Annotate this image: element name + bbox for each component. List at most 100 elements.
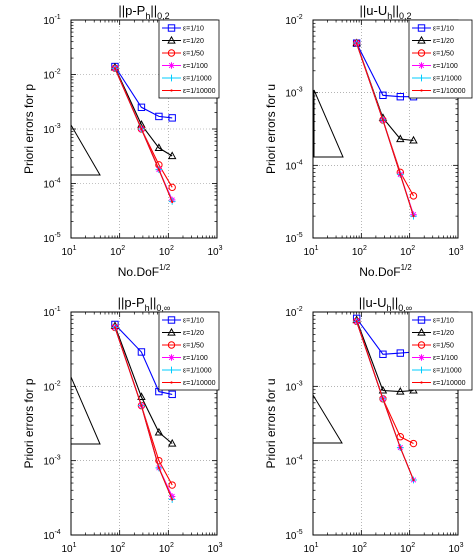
x-tick-label: 103 (207, 542, 222, 555)
data-point (412, 215, 415, 218)
y-tick-base: 10 (43, 234, 55, 245)
legend-marker (167, 316, 176, 324)
title-subscript: 0,∞ (156, 303, 170, 313)
legend-marker (167, 341, 176, 349)
legend-label: ε=1/10 (433, 318, 454, 325)
y-tick-label: 10-4 (285, 159, 302, 172)
chart-title: ||u-Uh||0,∞ (359, 295, 412, 313)
y-tick-label: 10-2 (43, 380, 60, 393)
data-point (396, 433, 404, 441)
y-tick-label: 10-5 (285, 232, 302, 245)
legend-label: ε=1/10 (183, 318, 204, 325)
legend-label: ε=1/1000 (433, 368, 462, 375)
legend-box (158, 311, 220, 391)
data-point (412, 478, 415, 482)
legend-label: ε=1/10000 (433, 380, 466, 387)
y-tick-base: 10 (285, 161, 297, 172)
legend-entry: ε=1/1000 (412, 74, 462, 83)
y-tick-exponent: -5 (296, 529, 302, 536)
x-tick-base: 10 (207, 247, 219, 258)
legend-label: ε=1/100 (433, 63, 458, 70)
y-tick-label: 10-3 (43, 455, 60, 468)
data-point (154, 143, 164, 151)
x-axis-label: No.DoF1/2 (359, 263, 412, 279)
y-tick-label: 10-3 (285, 87, 302, 100)
legend-box (408, 19, 473, 99)
axes-frame (312, 19, 459, 239)
series-line (114, 67, 173, 157)
legend: ε=1/10 ε=1/20 ε=1/50 ε=1/100 ε=1/1000 ε=1/100… (408, 19, 473, 99)
series-6 (113, 67, 174, 203)
data-point (140, 127, 143, 131)
chart-panel-u-linf: 101 102 102 10310-510-410-310-2ε=1/10ε=1/20… (264, 295, 473, 555)
data-point (157, 168, 161, 171)
legend-label: ε=1/10000 (183, 88, 216, 95)
legend-marker (418, 366, 425, 374)
y-tick-exponent: -4 (296, 159, 302, 166)
legend-entry: ε=1/50 (162, 341, 204, 350)
y-tick-exponent: -4 (296, 455, 302, 462)
x-tick-base: 10 (207, 544, 219, 555)
data-point (171, 200, 174, 203)
data-point (396, 349, 404, 357)
x-label-superscript: 1/2 (159, 263, 171, 272)
y-tick-exponent: -3 (296, 87, 302, 94)
legend-entry: ε=1/20 (412, 35, 454, 45)
series-6 (355, 42, 415, 218)
legend-label: ε=1/50 (433, 51, 454, 58)
legend-marker (417, 24, 426, 32)
axes-frame (70, 311, 218, 536)
y-tick-exponent: -2 (54, 69, 60, 76)
x-label-main: No.DoF (359, 265, 400, 279)
y-tick-base: 10 (285, 308, 297, 319)
legend: ε=1/10 ε=1/20 ε=1/50 ε=1/100 ε=1/1000 ε=1/100… (158, 311, 220, 391)
title-subscript: h (387, 11, 392, 21)
series-line (114, 66, 173, 119)
legend-label: ε=1/20 (183, 38, 204, 45)
legend-label: ε=1/10 (433, 26, 454, 33)
data-point (167, 151, 177, 160)
data-point (157, 466, 161, 469)
x-tick-label: 102 (159, 542, 174, 555)
data-point (355, 42, 358, 45)
slope-triangle (313, 89, 344, 158)
y-tick-base: 10 (285, 457, 297, 468)
data-point (381, 397, 385, 400)
legend-entry: ε=1/1000 (162, 74, 212, 83)
series-1 (111, 320, 176, 399)
legend-marker (167, 49, 176, 57)
y-tick-label: 10-2 (43, 69, 60, 82)
y-tick-exponent: -5 (54, 232, 60, 239)
title-subscript: h (145, 303, 150, 313)
title-main: ||u-U (359, 295, 387, 310)
legend-entry: ε=1/10 (412, 24, 454, 33)
x-tick-label: 102 (352, 245, 367, 258)
title-main: ||u-U (360, 3, 388, 18)
legend-marker (417, 35, 426, 44)
y-axis-label: Priori errors for u (264, 84, 278, 174)
chart-panel-p-l2: 101 102 102 10310-510-410-310-210-1ε=1/10ε=… (22, 3, 223, 279)
data-point (409, 192, 418, 200)
data-point (137, 348, 146, 356)
x-tick-exponent: 1 (315, 245, 319, 252)
data-point (137, 392, 146, 401)
x-axis-label: No.DoF1/2 (118, 263, 171, 279)
x-tick-exponent: 2 (121, 245, 125, 252)
x-tick-exponent: 1 (73, 542, 77, 549)
x-tick-label: 101 (61, 245, 76, 258)
x-label-main: No.DoF (118, 265, 159, 279)
y-tick-label: 10-4 (285, 455, 302, 468)
legend-marker (417, 341, 426, 349)
data-point (154, 427, 164, 436)
legend-label: ε=1/50 (183, 51, 204, 58)
x-tick-exponent: 3 (219, 542, 223, 549)
legend-marker (418, 62, 425, 69)
legend-label: ε=1/1000 (183, 76, 212, 83)
legend: ε=1/10 ε=1/20 ε=1/50 ε=1/100 ε=1/1000 ε=1/100… (158, 19, 220, 99)
y-tick-base: 10 (285, 16, 297, 27)
legend-entry: ε=1/100 (162, 62, 208, 70)
legend-entry: ε=1/1000 (162, 366, 212, 375)
x-tick-label: 102 (352, 542, 367, 555)
data-point (379, 350, 387, 358)
y-tick-base: 10 (285, 382, 297, 393)
